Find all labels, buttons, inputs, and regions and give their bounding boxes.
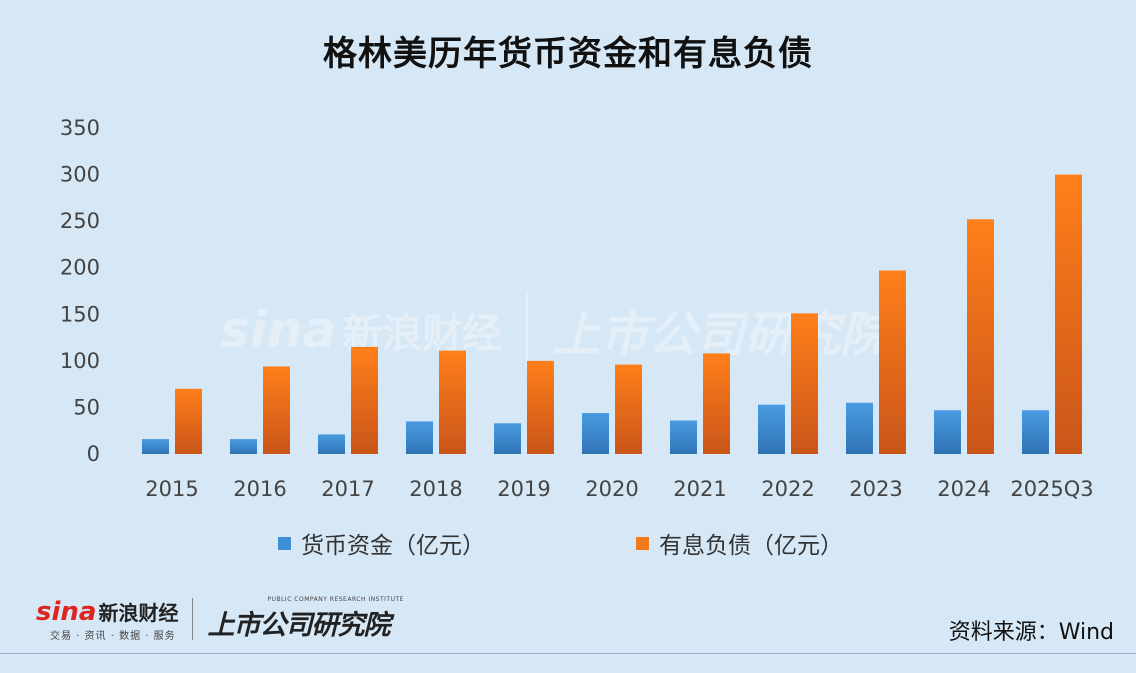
bar-debt-2025Q3 xyxy=(1055,174,1082,455)
x-tick-label: 2025Q3 xyxy=(1010,477,1093,501)
x-tick-label: 2018 xyxy=(409,477,462,501)
bar-money-2022 xyxy=(758,404,785,454)
bars xyxy=(142,174,1082,455)
x-tick-label: 2015 xyxy=(145,477,198,501)
bar-money-2024 xyxy=(934,410,961,454)
legend-swatch-money xyxy=(278,536,291,550)
x-tick-label: 2024 xyxy=(937,477,990,501)
research-institute-cn: 上市公司研究院 xyxy=(207,610,390,641)
x-tick-label: 2022 xyxy=(761,477,814,501)
bar-money-2018 xyxy=(406,421,433,454)
legend-item-debt: 有息负债（亿元） xyxy=(636,526,843,560)
y-axis: 0 50 100 150 200 250 300 350 xyxy=(60,116,100,466)
legend-swatch-debt xyxy=(636,536,649,550)
x-tick-label: 2020 xyxy=(585,477,638,501)
sina-wordmark: sina xyxy=(36,596,97,627)
bar-debt-2018 xyxy=(439,350,466,454)
sina-finance-name: 新浪财经 xyxy=(98,600,179,625)
bar-money-2021 xyxy=(670,420,697,454)
x-tick-label: 2019 xyxy=(497,477,550,501)
sina-finance-logo: sina 新浪财经 交易 · 资讯 · 数据 · 服务 xyxy=(36,597,178,642)
research-institute-logo: PUBLIC COMPANY RESEARCH INSTITUTE 上市公司研究… xyxy=(207,596,403,642)
bar-money-2015 xyxy=(142,439,169,454)
logo-divider xyxy=(192,598,194,640)
legend-item-money: 货币资金（亿元） xyxy=(278,526,485,560)
chart-title: 格林美历年货币资金和有息负债 xyxy=(323,34,813,74)
sina-tagline: 交易 · 资讯 · 数据 · 服务 xyxy=(50,630,176,642)
bar-money-2023 xyxy=(846,402,873,454)
bottom-divider xyxy=(0,653,1136,654)
y-tick-label: 50 xyxy=(73,395,100,419)
x-tick-label: 2021 xyxy=(673,477,726,501)
bar-debt-2020 xyxy=(615,364,642,454)
y-tick-label: 300 xyxy=(60,163,100,187)
y-tick-label: 200 xyxy=(60,256,100,280)
bar-debt-2016 xyxy=(263,366,290,454)
bar-debt-2017 xyxy=(351,346,378,454)
bar-debt-2019 xyxy=(527,360,554,454)
bar-money-2016 xyxy=(230,439,257,454)
footer-logos: sina 新浪财经 交易 · 资讯 · 数据 · 服务 PUBLIC COMPA… xyxy=(36,596,404,642)
y-tick-label: 150 xyxy=(60,302,100,326)
x-axis: 2015 2016 2017 2018 2019 2020 2021 2022 2023 2024… xyxy=(145,477,1093,501)
bar-money-2019 xyxy=(494,423,521,454)
x-tick-label: 2023 xyxy=(849,477,902,501)
bar-money-2017 xyxy=(318,434,345,454)
y-tick-label: 250 xyxy=(60,209,100,233)
x-tick-label: 2017 xyxy=(321,477,374,501)
bar-debt-2021 xyxy=(703,353,730,454)
bar-money-2025Q3 xyxy=(1022,410,1049,454)
bar-debt-2023 xyxy=(879,270,906,454)
data-source: 资料来源：Wind xyxy=(948,620,1114,645)
y-tick-label: 0 xyxy=(87,442,100,466)
bar-debt-2024 xyxy=(967,219,994,454)
y-tick-label: 100 xyxy=(60,349,100,373)
bar-money-2020 xyxy=(582,413,609,454)
x-tick-label: 2016 xyxy=(233,477,286,501)
bar-debt-2022 xyxy=(791,313,818,454)
legend-label-money: 货币资金（亿元） xyxy=(301,533,485,559)
y-tick-label: 350 xyxy=(60,116,100,140)
research-institute-en: PUBLIC COMPANY RESEARCH INSTITUTE xyxy=(267,596,404,603)
bar-debt-2015 xyxy=(175,388,202,454)
legend-label-debt: 有息负债（亿元） xyxy=(659,533,843,559)
